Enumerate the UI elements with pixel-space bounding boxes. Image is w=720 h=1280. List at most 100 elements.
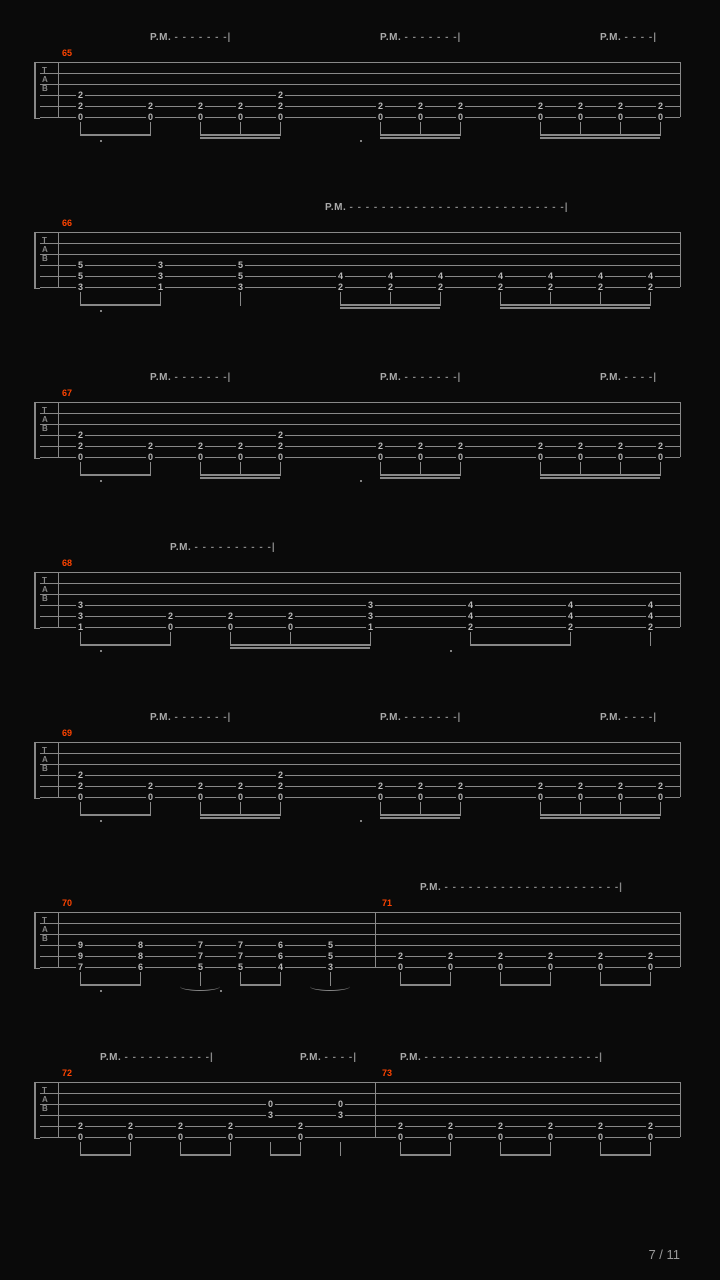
pm-dashes: - - - - - - - - - - - - - - - - - - - - … (350, 202, 569, 213)
fret-number: 1 (156, 283, 165, 292)
staff-line (40, 594, 680, 595)
tab-label: TAB (42, 66, 48, 93)
fret-number: 2 (576, 102, 585, 111)
fret-number: 2 (236, 782, 245, 791)
beam-row (40, 972, 680, 996)
staff-line (40, 276, 680, 277)
fret-number: 0 (236, 793, 245, 802)
beam (340, 304, 440, 306)
fret-number: 2 (166, 612, 175, 621)
beam (230, 647, 370, 649)
fret-number: 0 (576, 793, 585, 802)
stem (150, 122, 151, 136)
stem (150, 462, 151, 476)
fret-number: 2 (446, 952, 455, 961)
tab-page: P.M. - - - - - - -|P.M. - - - - - - -|P.… (0, 0, 720, 1280)
measure: P.M. - - - - - - -|P.M. - - - - - - -|P.… (40, 50, 680, 160)
fret-number: 0 (76, 793, 85, 802)
fret-number: 0 (546, 963, 555, 972)
staff-line (40, 435, 680, 436)
palm-mute-label: P.M. - - - - - - - - - - - - - - - - - -… (400, 1052, 603, 1063)
fret-number: 2 (646, 283, 655, 292)
stem (460, 122, 461, 136)
stem (160, 292, 161, 306)
beam (80, 304, 160, 306)
fret-number: 2 (296, 1122, 305, 1131)
fret-number: 0 (196, 453, 205, 462)
fret-number: 0 (176, 1133, 185, 1142)
staff-line (40, 934, 680, 935)
pm-dashes: - - - - - - -| (175, 712, 232, 723)
staff-line (40, 923, 680, 924)
fret-number: 2 (76, 442, 85, 451)
staff-line (40, 424, 680, 425)
fret-number: 7 (196, 941, 205, 950)
fret-number: 0 (656, 453, 665, 462)
fret-number: 2 (236, 102, 245, 111)
rhythm-dot (100, 310, 102, 312)
beam (380, 134, 460, 136)
barline (58, 742, 59, 797)
fret-number: 0 (236, 113, 245, 122)
pm-dashes: - - - - - - -| (405, 372, 462, 383)
fret-number: 4 (466, 601, 475, 610)
fret-number: 3 (156, 272, 165, 281)
barline (58, 402, 59, 457)
fret-number: 2 (656, 782, 665, 791)
fret-number: 0 (616, 793, 625, 802)
fret-number: 0 (456, 793, 465, 802)
staff-line (40, 287, 680, 288)
fret-number: 5 (326, 952, 335, 961)
fret-number: 2 (416, 782, 425, 791)
fret-number: 3 (366, 601, 375, 610)
fret-number: 2 (596, 952, 605, 961)
stem (280, 972, 281, 986)
rhythm-dot (100, 820, 102, 822)
fret-number: 2 (76, 771, 85, 780)
fret-number: 2 (536, 102, 545, 111)
rhythm-dot (450, 650, 452, 652)
pm-row: P.M. - - - - - - - - - - - - - - - - - -… (40, 882, 680, 896)
staff-line (40, 753, 680, 754)
fret-number: 0 (336, 1100, 345, 1109)
bar-number: 68 (62, 558, 72, 568)
staff-line (40, 243, 680, 244)
fret-number: 0 (446, 1133, 455, 1142)
stem (230, 1142, 231, 1156)
fret-number: 0 (266, 1100, 275, 1109)
pm-dashes: - - - -| (625, 372, 657, 383)
bar-number: 67 (62, 388, 72, 398)
fret-number: 0 (536, 113, 545, 122)
pm-dashes: - - - - - - - - - - - - - - - - - - - - … (425, 1052, 603, 1063)
stem (330, 972, 331, 986)
fret-number: 2 (496, 1122, 505, 1131)
fret-number: 2 (546, 952, 555, 961)
fret-number: 4 (466, 612, 475, 621)
measure: P.M. - - - - - - -|P.M. - - - - - - -|P.… (40, 730, 680, 840)
palm-mute-label: P.M. - - - - - - - - - -| (170, 542, 276, 553)
bar-number: 70 (62, 898, 72, 908)
fret-number: 2 (496, 952, 505, 961)
staff-line (40, 605, 680, 606)
beam (200, 814, 280, 816)
stem (140, 972, 141, 986)
fret-number: 4 (276, 963, 285, 972)
fret-number: 2 (276, 102, 285, 111)
fret-number: 2 (656, 442, 665, 451)
stem (300, 1142, 301, 1156)
fret-number: 0 (656, 793, 665, 802)
bar-number: 72 (62, 1068, 72, 1078)
beam (540, 474, 660, 476)
stem (660, 462, 661, 476)
tab-label: TAB (42, 746, 48, 773)
fret-number: 7 (196, 952, 205, 961)
pm-row: P.M. - - - - - - - - - - - - - - - - - -… (40, 202, 680, 216)
stem (460, 802, 461, 816)
palm-mute-label: P.M. - - - -| (600, 372, 657, 383)
fret-number: 2 (496, 283, 505, 292)
fret-number: 2 (276, 91, 285, 100)
fret-number: 5 (76, 261, 85, 270)
palm-mute-label: P.M. - - - -| (600, 712, 657, 723)
stem (130, 1142, 131, 1156)
fret-number: 2 (226, 612, 235, 621)
